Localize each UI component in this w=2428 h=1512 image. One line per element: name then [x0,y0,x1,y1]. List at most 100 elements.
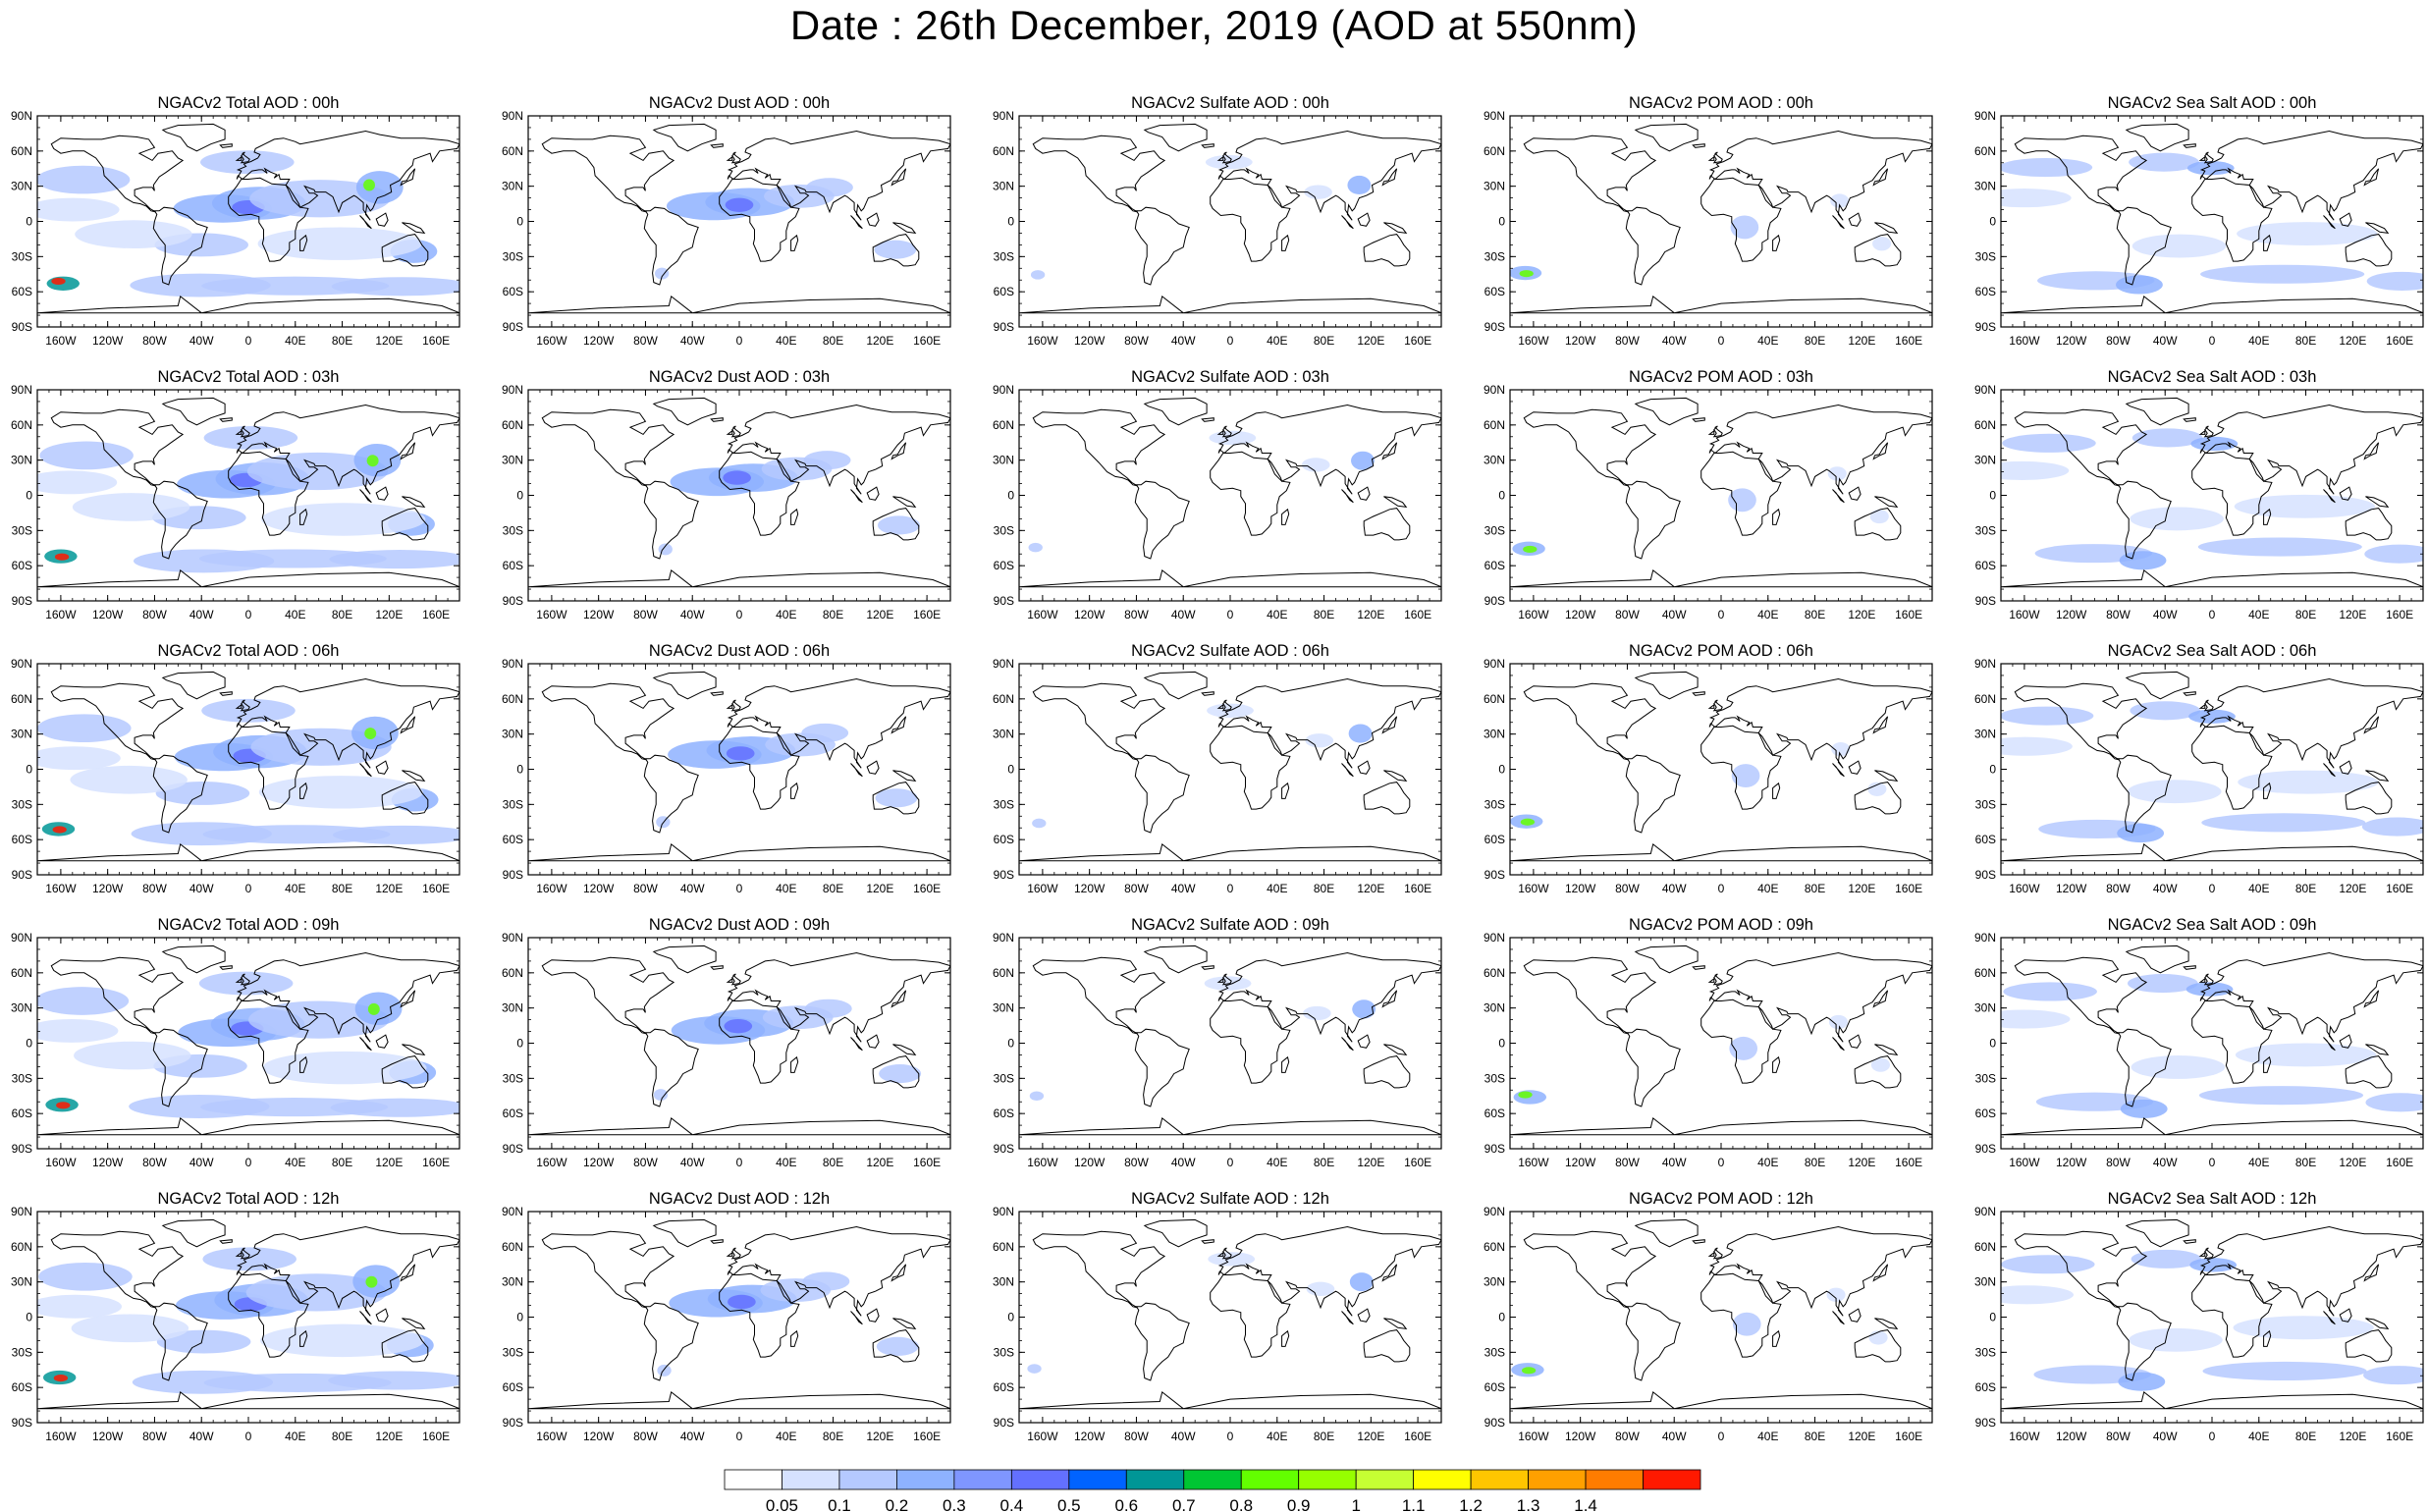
coastline [1210,451,1291,536]
y-tick-label: 30S [1975,523,1996,537]
aod-field [2001,460,2070,480]
coastline [381,508,429,541]
coastline [719,451,800,536]
y-tick-label: 0 [1498,1037,1505,1051]
y-tick-label: 60S [12,285,32,298]
y-tick-label: 30S [12,1345,32,1359]
coastline [1281,1329,1290,1347]
coastline [375,212,389,227]
aod-field [54,553,70,561]
coastline [235,977,243,983]
y-tick-label: 90S [1484,320,1505,334]
x-tick-label: 40W [2153,1156,2178,1169]
x-tick-label: 160W [2009,608,2040,621]
coastline [2203,425,2214,438]
x-tick-label: 160E [913,608,941,621]
aod-field [2116,275,2163,295]
x-tick-label: 160E [2386,882,2413,895]
coastline [866,486,880,501]
x-tick-label: 120E [2339,334,2366,348]
coastline [652,123,717,152]
coastline [719,725,800,810]
x-tick-label: 0 [1718,608,1725,621]
coastline [890,1264,907,1282]
aod-field [355,171,404,204]
y-tick-label: 90S [994,1142,1014,1156]
aod-field [1349,1272,1374,1292]
aod-field [1032,818,1047,829]
y-tick-label: 90S [503,594,523,608]
aod-field [155,782,250,805]
coastline [1381,442,1398,460]
x-tick-label: 80E [1805,608,1825,621]
coastline [2125,1218,2189,1248]
x-tick-label: 160W [1518,334,1549,348]
panel-title: NGACv2 Sulfate AOD : 06h [1131,642,1329,660]
aod-field [259,1323,425,1358]
x-tick-label: 40W [1171,882,1196,895]
y-tick-label: 90S [503,868,523,882]
aod-field [1347,175,1372,195]
x-tick-label: 40E [776,1430,796,1443]
x-tick-label: 120W [92,1430,124,1443]
x-tick-label: 80E [1805,882,1825,895]
panel-title: NGACv2 POM AOD : 06h [1629,642,1813,660]
colorbar-swatch [1528,1469,1587,1490]
aod-field [72,493,190,521]
coastline [1848,1034,1861,1049]
y-tick-label: 0 [26,1037,32,1051]
coastline [541,408,675,487]
coastline [1708,951,1932,1043]
y-tick-label: 30S [503,249,523,263]
x-tick-label: 160W [1518,1430,1549,1443]
coastline [375,760,389,775]
map-panel: NGACv2 Sea Salt AOD : 00h 90N 60N 30N 0 30S 60… [1974,94,2424,348]
aod-field [2198,1086,2364,1106]
x-tick-label: 80E [332,1430,352,1443]
map-panel: NGACv2 POM AOD : 03h 90N 60N 30N 0 30S 60S 90S 1… [1484,368,1933,621]
y-tick-label: 90S [1975,320,1996,334]
coastline [1201,143,1214,148]
coastline [1854,1329,1902,1363]
x-tick-label: 80W [1124,334,1149,348]
coastline [299,1055,308,1073]
x-tick-label: 120E [1848,608,1875,621]
x-tick-label: 40W [1662,882,1687,895]
y-tick-label: 60N [502,144,523,158]
aod-field [2128,780,2222,804]
coastline [726,155,733,161]
panel-title: NGACv2 Dust AOD : 00h [649,94,830,112]
x-tick-label: 80E [1314,334,1334,348]
y-tick-label: 90S [1484,594,1505,608]
aod-field [2364,544,2423,564]
x-tick-label: 80W [633,1156,658,1169]
coastline [2345,234,2393,267]
colorbar-swatch [1643,1469,1701,1490]
aod-field [38,1262,133,1291]
coastline [381,1329,429,1363]
coastline [1210,725,1291,810]
x-tick-label: 120W [2056,1156,2087,1169]
y-tick-label: 60N [1484,692,1505,706]
x-tick-label: 40E [776,334,796,348]
coastline [2323,763,2336,778]
x-tick-label: 80W [1615,882,1640,895]
aod-field [364,728,377,740]
coastline [727,951,950,1043]
coastline [2183,143,2196,148]
coastline [652,671,717,700]
coastline [1874,770,1899,783]
coastline [850,763,863,778]
x-tick-label: 160W [1027,334,1058,348]
x-tick-label: 40E [1757,1430,1778,1443]
x-tick-label: 0 [736,882,743,895]
y-tick-label: 0 [1498,215,1505,229]
y-tick-label: 90N [11,383,32,397]
coastline [228,1272,309,1358]
coastline [790,1329,799,1347]
y-tick-label: 30N [11,1275,32,1289]
coastline [1032,682,1166,761]
map-panel: NGACv2 POM AOD : 09h 90N 60N 30N 0 30S 60S 90S 1… [1484,916,1933,1169]
coastline [400,168,416,187]
x-tick-label: 0 [1227,1430,1234,1443]
